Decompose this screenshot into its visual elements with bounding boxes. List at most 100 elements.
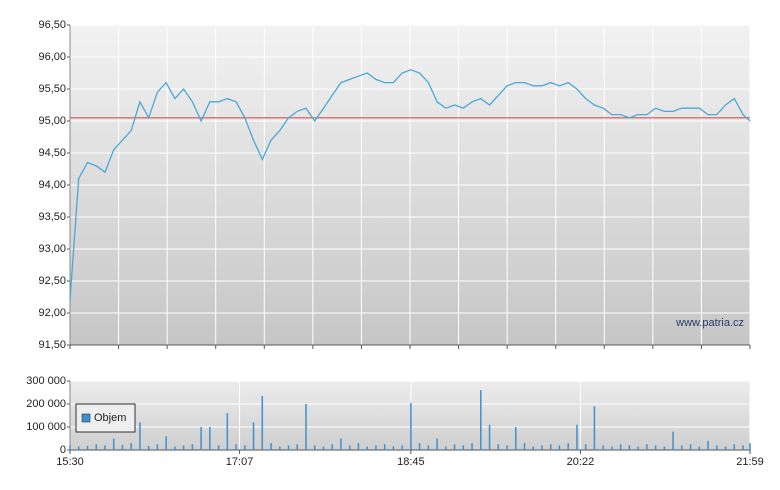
volume-bar	[593, 406, 596, 450]
y-tick-label: 94,50	[38, 147, 66, 159]
volume-bar	[523, 443, 526, 450]
volume-bar	[602, 445, 604, 450]
legend-label: Objem	[94, 412, 126, 424]
volume-bar	[287, 445, 290, 450]
price-line	[69, 69, 751, 301]
volume-bar	[453, 444, 456, 450]
volume-bar	[418, 443, 421, 450]
volume-bar	[279, 446, 281, 450]
y-tick-label: 93,50	[38, 211, 66, 223]
volume-bar	[724, 446, 727, 450]
y-tick-label: 92,50	[38, 275, 66, 287]
volume-bar	[401, 445, 403, 450]
volume-bar	[707, 440, 709, 450]
volume-bar	[296, 444, 298, 450]
volume-bar	[235, 444, 237, 450]
volume-bar	[462, 445, 465, 450]
volume-bar	[532, 446, 534, 450]
volume-bar	[749, 443, 751, 450]
volume-bar	[716, 445, 718, 450]
volume-bar	[541, 445, 543, 450]
volume-bar	[130, 443, 132, 450]
y-tick-label: 96,50	[38, 19, 66, 31]
y-tick-label: 92,00	[38, 307, 66, 319]
volume-bar	[95, 444, 97, 450]
y-tick-label: 95,00	[38, 115, 66, 127]
volume-bar	[506, 445, 508, 450]
y-tick-label: 93,00	[38, 243, 66, 255]
volume-bar	[252, 422, 255, 450]
y-tick-label: 0	[60, 444, 66, 456]
volume-bar	[681, 445, 683, 450]
volume-bar	[104, 445, 106, 450]
y-tick-label: 94,00	[38, 179, 66, 191]
volume-bar	[86, 445, 89, 450]
volume-bar	[139, 422, 141, 450]
volume-bar	[628, 445, 631, 450]
volume-bar	[174, 446, 176, 450]
volume-bar	[217, 445, 220, 450]
volume-bar	[77, 446, 80, 450]
volume-bar	[733, 444, 736, 450]
volume-bar	[226, 413, 229, 450]
volume-bar	[567, 443, 569, 450]
volume-bar	[471, 443, 473, 450]
volume-bar	[611, 446, 613, 450]
volume-bar	[445, 446, 447, 450]
volume-bar	[340, 438, 342, 450]
volume-bar	[549, 444, 552, 450]
volume-bar	[305, 404, 307, 450]
volume-bar	[689, 444, 692, 450]
volume-bar	[244, 445, 246, 450]
volume-bar	[182, 445, 185, 450]
volume-bar	[646, 444, 648, 450]
volume-bar	[576, 424, 578, 450]
volume-bar	[480, 390, 482, 450]
volume-bar	[112, 438, 115, 450]
volume-bar	[558, 445, 561, 450]
volume-bar	[663, 446, 666, 450]
y-tick-label: 100 000	[26, 421, 66, 433]
volume-bar	[654, 445, 657, 450]
y-tick-label: 95,50	[38, 83, 66, 95]
volume-bar	[322, 446, 325, 450]
x-tick-label: 21:59	[736, 456, 764, 468]
volume-bar	[488, 424, 491, 450]
volume-bar	[497, 444, 500, 450]
watermark: www.patria.cz	[675, 317, 744, 329]
volume-bar	[392, 446, 395, 450]
volume-bar	[69, 445, 71, 450]
volume-bar	[270, 443, 272, 450]
volume-bar	[357, 443, 360, 450]
volume-bar	[436, 438, 438, 450]
volume-bar	[584, 444, 587, 450]
volume-bar	[672, 431, 674, 450]
x-tick-label: 15:30	[56, 456, 84, 468]
x-tick-label: 18:45	[397, 456, 425, 468]
volume-bar	[147, 445, 150, 450]
y-tick-label: 91,50	[38, 339, 66, 351]
volume-bar	[383, 444, 386, 450]
volume-bar	[313, 445, 316, 450]
volume-bar	[261, 395, 264, 450]
volume-bar	[191, 444, 194, 450]
volume-bar	[375, 445, 377, 450]
volume-bar	[366, 446, 368, 450]
volume-bar	[515, 427, 517, 450]
y-tick-label: 300 000	[26, 375, 66, 387]
volume-bar	[121, 444, 124, 450]
volume-bar	[165, 436, 167, 450]
volume-bar	[637, 446, 639, 450]
x-tick-label: 20:22	[567, 456, 595, 468]
volume-bar	[209, 427, 211, 450]
volume-bar	[348, 445, 351, 450]
volume-bar	[156, 444, 159, 450]
y-tick-label: 200 000	[26, 398, 66, 410]
volume-bar	[410, 402, 412, 450]
volume-plot-area	[70, 381, 750, 450]
volume-bar	[427, 445, 430, 450]
volume-bar	[200, 427, 202, 450]
volume-bar	[619, 444, 622, 450]
volume-bar	[742, 445, 744, 450]
